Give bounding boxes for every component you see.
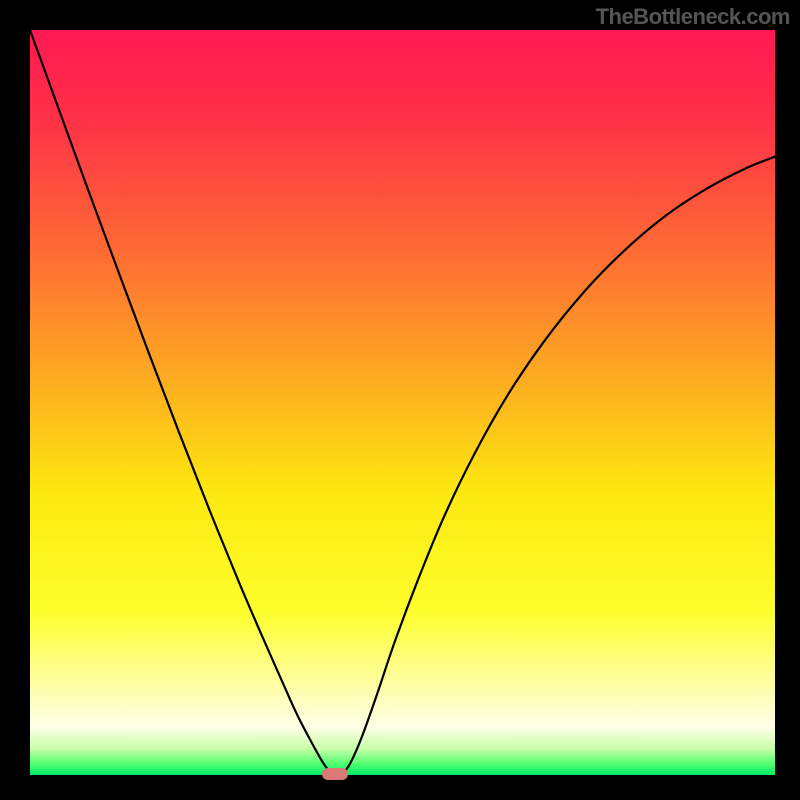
background-gradient [30,30,775,775]
minimum-marker [322,768,348,780]
plot-area [30,30,775,775]
figure-container: TheBottleneck.com [0,0,800,800]
watermark-text: TheBottleneck.com [596,4,790,30]
